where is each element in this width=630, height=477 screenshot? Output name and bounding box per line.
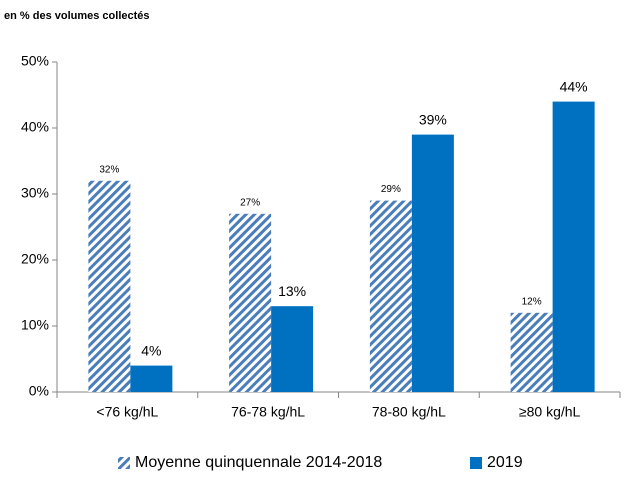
chart-subtitle: en % des volumes collectés [4, 10, 150, 22]
bar [130, 365, 173, 392]
value-label: 27% [240, 197, 260, 208]
bar [411, 134, 454, 392]
bar [229, 213, 272, 392]
bar [510, 312, 553, 392]
legend-swatch [118, 457, 130, 469]
value-label: 29% [381, 184, 401, 195]
legend-label: 2019 [487, 454, 523, 471]
y-tick-label: 40% [21, 119, 49, 135]
y-tick-label: 20% [21, 251, 49, 267]
x-tick-label: 76-78 kg/hL [231, 404, 305, 420]
bar [369, 200, 412, 392]
bar [271, 306, 314, 392]
bar [88, 180, 131, 392]
bar [552, 101, 595, 392]
y-tick-label: 10% [21, 317, 49, 333]
x-tick-label: ≥80 kg/hL [519, 404, 581, 420]
legend-label: Moyenne quinquennale 2014-2018 [135, 454, 382, 471]
value-label: 12% [522, 296, 542, 307]
y-tick-label: 0% [29, 383, 49, 399]
value-label: 4% [141, 342, 161, 358]
value-label: 13% [278, 283, 306, 299]
legend-swatch [470, 457, 482, 469]
value-label: 32% [99, 164, 119, 175]
x-tick-label: <76 kg/hL [96, 404, 158, 420]
y-tick-label: 50% [21, 53, 49, 69]
value-label: 39% [419, 111, 447, 127]
y-tick-label: 30% [21, 185, 49, 201]
value-label: 44% [560, 78, 588, 94]
x-tick-label: 78-80 kg/hL [372, 404, 446, 420]
